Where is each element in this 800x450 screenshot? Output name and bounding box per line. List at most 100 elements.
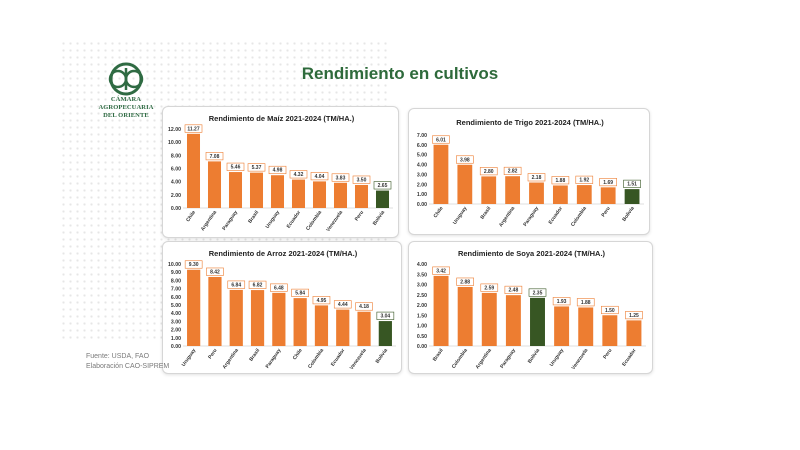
- data-label: 4.95: [317, 298, 327, 304]
- bar-peru: [602, 315, 618, 346]
- y-tick-label: 1.00: [417, 192, 427, 198]
- bar-uruguay: [554, 306, 570, 346]
- data-label-box: [503, 166, 522, 176]
- data-label: 11.27: [187, 126, 199, 132]
- bar-uruguay: [270, 175, 285, 208]
- bar-chile: [186, 133, 201, 208]
- data-label: 1.50: [605, 308, 615, 314]
- data-label-box: [551, 176, 570, 185]
- y-tick-label: 0.00: [171, 206, 181, 212]
- bar-colombia: [576, 185, 592, 204]
- y-tick-label: 6.00: [171, 295, 181, 301]
- x-tick-label: Paraguay: [265, 348, 283, 370]
- logo-text-line1: CÁMARA AGROPECUARIA: [98, 96, 154, 111]
- bar-ecuador: [552, 185, 568, 204]
- data-label: 1.88: [581, 300, 591, 306]
- data-label-box: [575, 175, 594, 184]
- bar-venezuela: [333, 182, 348, 208]
- data-label: 5.84: [295, 291, 305, 297]
- x-tick-label: Brasil: [432, 347, 445, 362]
- data-label: 2.48: [509, 288, 519, 294]
- x-tick-label: Bolivia: [621, 206, 635, 223]
- x-tick-label: Argentina: [475, 348, 493, 371]
- bar-bolivia: [624, 189, 640, 204]
- x-tick-label: Ecuador: [286, 210, 302, 230]
- data-label-box: [184, 260, 203, 269]
- data-label-box: [310, 172, 329, 181]
- data-label-box: [291, 288, 309, 297]
- y-tick-label: 2.50: [417, 293, 427, 299]
- y-tick-label: 2.00: [171, 193, 181, 199]
- y-tick-label: 0.00: [417, 344, 427, 350]
- data-label-box: [205, 152, 224, 161]
- data-label-box: [206, 267, 224, 276]
- chart-title: Rendimiento de Arroz 2021-2024 (TM/HA.): [209, 249, 358, 258]
- x-tick-label: Peru: [207, 348, 218, 361]
- y-tick-label: 12.00: [168, 127, 181, 133]
- bar-peru: [600, 187, 616, 204]
- data-label: 9.30: [189, 262, 199, 268]
- y-tick-label: 0.00: [417, 202, 427, 208]
- data-label: 5.37: [252, 165, 262, 171]
- y-tick-label: 4.00: [171, 311, 181, 317]
- prepared-by-text: Elaboración CAO-SIPREM: [86, 363, 170, 370]
- y-tick-label: 3.00: [171, 319, 181, 325]
- x-tick-label: Uruguay: [181, 348, 198, 368]
- data-label-box: [623, 179, 641, 188]
- x-tick-label: Uruguay: [452, 206, 469, 226]
- bar-colombia: [314, 305, 329, 346]
- x-tick-label: Bolivia: [372, 210, 386, 227]
- y-tick-label: 8.00: [171, 278, 181, 284]
- data-label: 8.42: [210, 269, 220, 275]
- y-tick-label: 7.00: [417, 133, 427, 139]
- y-tick-label: 3.00: [417, 172, 427, 178]
- x-tick-label: Brasil: [248, 347, 261, 362]
- data-label: 1.88: [556, 178, 566, 184]
- data-label-box: [376, 311, 395, 320]
- chart-title: Rendimiento de Soya 2021-2024 (TM/HA.): [458, 249, 606, 258]
- bar-paraguay: [272, 292, 286, 346]
- data-label: 2.18: [532, 175, 542, 181]
- source-text: Fuente: USDA, FAO: [86, 353, 150, 360]
- data-label: 2.35: [533, 290, 543, 296]
- data-label: 7.08: [210, 154, 220, 160]
- bar-bolivia: [378, 321, 392, 346]
- data-label: 2.88: [460, 279, 470, 285]
- x-tick-label: Argentina: [222, 348, 240, 371]
- x-tick-label: Venezuela: [325, 210, 344, 233]
- data-label-box: [527, 173, 546, 182]
- data-label: 2.59: [484, 285, 494, 291]
- x-tick-label: Bolivia: [375, 348, 389, 365]
- data-label: 5.46: [231, 165, 241, 171]
- data-label: 2.80: [484, 169, 494, 175]
- y-tick-label: 3.00: [417, 283, 427, 289]
- data-label-box: [268, 165, 287, 175]
- data-label: 4.04: [315, 174, 325, 180]
- data-label-box: [289, 170, 308, 179]
- bar-argentina: [505, 176, 521, 204]
- data-label: 3.50: [357, 177, 367, 183]
- bar-ecuador: [626, 320, 642, 346]
- y-tick-label: 2.00: [417, 182, 427, 188]
- x-tick-label: Chile: [185, 210, 197, 224]
- data-label: 2.82: [508, 169, 518, 175]
- y-tick-label: 4.00: [417, 163, 427, 169]
- data-label: 3.83: [336, 175, 346, 181]
- soya-chart-svg: Rendimiento de Soya 2021-2024 (TM/HA.) 0.…: [417, 249, 646, 371]
- bar-brasil: [433, 275, 449, 346]
- x-tick-label: Argentina: [498, 206, 516, 229]
- data-label-box: [504, 285, 523, 294]
- logo-emblem-icon: [108, 62, 144, 96]
- data-label-box: [270, 283, 288, 292]
- trigo-chart-panel: Rendimiento de Trigo 2021-2024 (TM/HA.) 0…: [408, 108, 650, 235]
- x-tick-label: Chile: [292, 348, 304, 362]
- data-label: 1.93: [557, 299, 567, 305]
- data-label: 3.42: [436, 268, 446, 274]
- data-label-box: [247, 163, 266, 172]
- y-tick-label: 6.00: [171, 167, 181, 173]
- data-label: 3.04: [380, 314, 390, 320]
- data-label-box: [227, 280, 246, 289]
- data-label-box: [352, 175, 371, 184]
- bar-brasil: [249, 172, 264, 208]
- x-tick-label: Venezuela: [571, 348, 590, 371]
